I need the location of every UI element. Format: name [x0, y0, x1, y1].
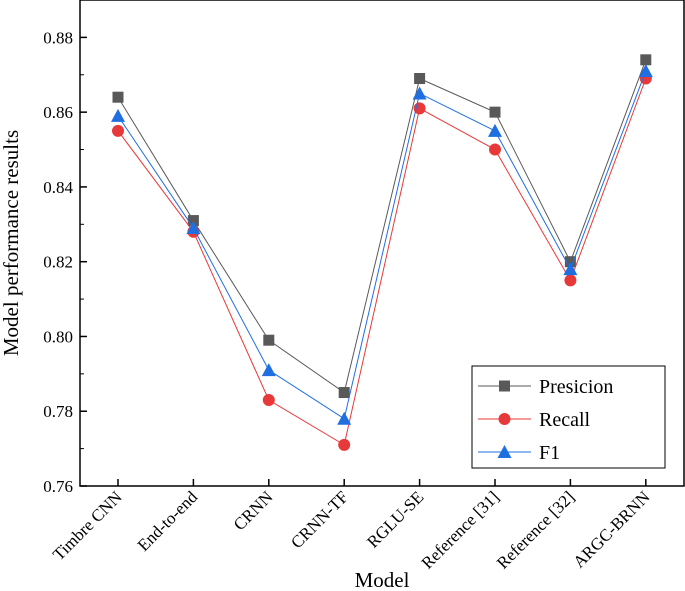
legend-item: Presicion: [478, 376, 613, 398]
data-point: [261, 363, 276, 377]
data-point: [111, 108, 125, 122]
y-tick-label: 0.84: [43, 178, 73, 197]
series-layer: [111, 54, 653, 451]
data-point: [638, 64, 653, 78]
legend-label: Presicion: [539, 376, 613, 398]
data-point: [488, 123, 502, 137]
legend: Presicion Recall F1: [471, 365, 666, 469]
x-tick-label: End-to-end: [134, 487, 202, 555]
data-point: [112, 91, 124, 103]
plot-frame: [79, 0, 685, 487]
data-point: [187, 215, 199, 227]
data-point: [338, 438, 351, 451]
data-point: [563, 262, 578, 276]
y-tick-label: 0.78: [43, 402, 73, 421]
legend-item: F1: [478, 442, 560, 464]
data-point: [564, 256, 576, 268]
y-tick-label: 0.76: [43, 477, 73, 496]
data-point: [640, 54, 652, 66]
x-axis-title: Model: [355, 568, 410, 591]
y-tick-label: 0.80: [43, 327, 73, 346]
legend-item: Recall: [478, 409, 591, 431]
x-tick-label: ARGC-BRNN: [569, 487, 653, 571]
legend-label: Recall: [539, 409, 591, 431]
data-point: [337, 411, 352, 425]
legend-label: F1: [539, 442, 560, 464]
data-point: [412, 86, 427, 100]
y-axis: 0.76 0.78 0.80 0.82 0.84 0.86 0.88: [43, 28, 87, 496]
series-line: [117, 78, 647, 446]
data-point: [186, 221, 201, 235]
series-f1: [111, 64, 653, 425]
x-tick-label: RGLU-SE: [363, 487, 427, 551]
x-tick-label: CRNN-TF: [287, 487, 352, 552]
x-tick-label: Reference [32]: [493, 487, 578, 572]
y-tick-label: 0.86: [43, 103, 73, 122]
x-tick-label: CRNN: [230, 487, 277, 534]
y-axis-title: Model performance results: [0, 130, 23, 356]
legend-marker: [499, 380, 510, 392]
series-line: [117, 59, 647, 394]
y-tick-label: 0.88: [43, 28, 73, 47]
data-point: [112, 124, 124, 137]
legend-marker: [498, 413, 511, 425]
data-point: [414, 73, 426, 85]
data-point: [262, 394, 275, 407]
data-point: [489, 106, 501, 118]
x-axis: Timbre CNN End-to-end CRNN CRNN-TF RGLU-SERe…: [49, 479, 654, 573]
y-tick-label: 0.82: [43, 253, 73, 272]
data-point: [338, 387, 350, 399]
data-point: [564, 274, 577, 287]
x-tick-label: Timbre CNN: [49, 487, 126, 564]
series-presicion: [112, 54, 652, 399]
data-point: [489, 143, 501, 156]
legend-marker: [497, 445, 512, 458]
x-tick-label: Reference [31]: [418, 487, 503, 572]
series-line: [117, 70, 647, 420]
data-point: [263, 334, 275, 346]
